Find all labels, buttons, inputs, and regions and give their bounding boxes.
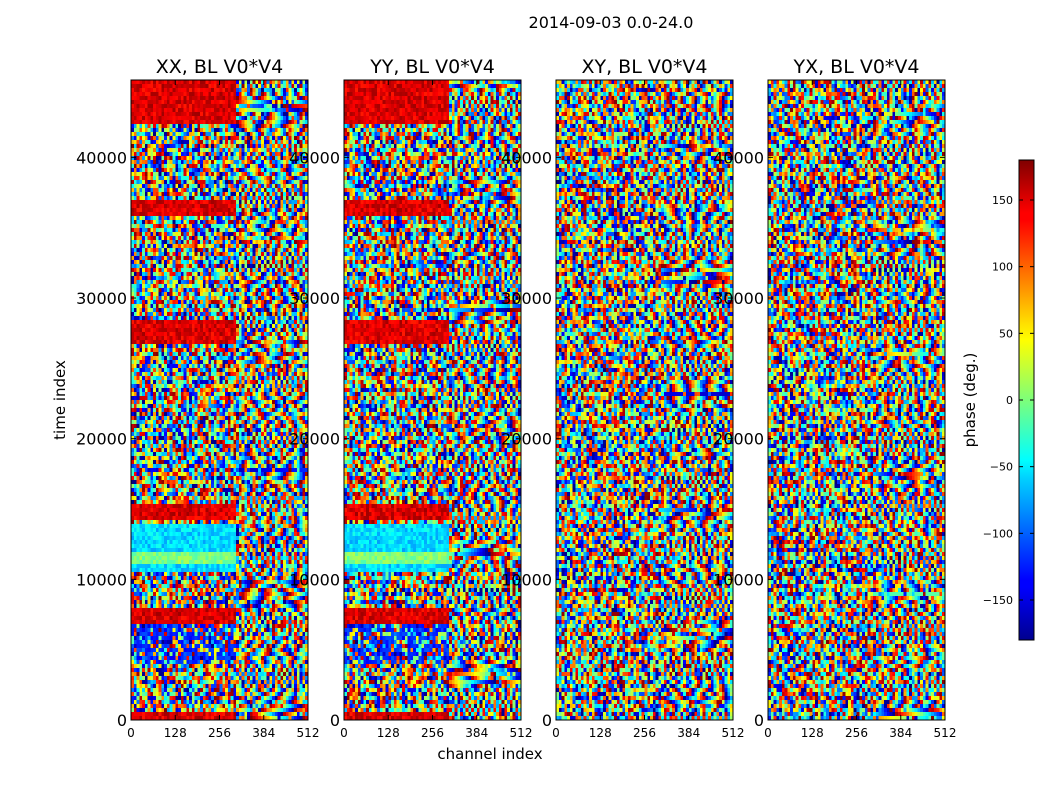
colorbar-tick-label: −50 <box>990 461 1013 474</box>
x-tick-label: 256 <box>633 726 656 740</box>
y-tick-label: 0 <box>117 711 127 730</box>
y-tick-label: 20000 <box>76 430 127 449</box>
x-axis-label: channel index <box>437 745 542 763</box>
x-tick-label: 256 <box>421 726 444 740</box>
x-tick-label: 512 <box>297 726 320 740</box>
heatmap-xx <box>131 80 308 720</box>
y-tick-label: 10000 <box>713 570 764 589</box>
x-tick-label: 0 <box>340 726 348 740</box>
y-tick-label: 10000 <box>501 570 552 589</box>
y-tick-label: 40000 <box>501 148 552 167</box>
panel-title-yx: YX, BL V0*V4 <box>792 56 919 78</box>
x-tick-label: 512 <box>934 726 957 740</box>
y-tick-label: 0 <box>754 711 764 730</box>
x-tick-label: 128 <box>164 726 187 740</box>
y-tick-label: 30000 <box>289 289 340 308</box>
x-tick-label: 0 <box>764 726 772 740</box>
x-tick-label: 0 <box>552 726 560 740</box>
colorbar-tick-label: −150 <box>983 594 1013 607</box>
panel-xy: XY, BL V0*V4 0 128 256 384 512 0 10000 20000 3000… <box>501 56 744 740</box>
x-tick-label: 384 <box>465 726 488 740</box>
y-tick-label: 0 <box>542 711 552 730</box>
x-tick-label: 128 <box>801 726 824 740</box>
y-tick-label: 40000 <box>289 148 340 167</box>
x-tick-label: 384 <box>677 726 700 740</box>
colorbar-tick-label: 50 <box>999 327 1013 340</box>
x-tick-label: 0 <box>127 726 135 740</box>
figure-title: 2014-09-03 0.0-24.0 <box>529 13 694 32</box>
y-tick-label: 10000 <box>289 570 340 589</box>
panel-xx: XX, BL V0*V4 0 128 256 384 512 0 10000 20000 3000… <box>76 56 319 740</box>
colorbar-tick-label: −100 <box>983 527 1013 540</box>
colorbar-tick-label: 100 <box>992 261 1013 274</box>
y-tick-label: 10000 <box>76 570 127 589</box>
y-tick-label: 30000 <box>501 289 552 308</box>
heatmap-yx <box>768 80 945 720</box>
colorbar-tick-label: 0 <box>1006 394 1013 407</box>
x-tick-label: 128 <box>589 726 612 740</box>
x-tick-label: 512 <box>722 726 745 740</box>
heatmap-yy <box>344 80 521 720</box>
y-tick-label: 20000 <box>501 430 552 449</box>
x-tick-label: 128 <box>377 726 400 740</box>
y-tick-label: 30000 <box>76 289 127 308</box>
panel-yx: YX, BL V0*V4 0 128 256 384 512 0 10000 20000 3000… <box>713 56 956 740</box>
colorbar-label: phase (deg.) <box>961 353 979 448</box>
y-tick-label: 20000 <box>713 430 764 449</box>
panel-title-yy: YY, BL V0*V4 <box>369 56 495 78</box>
x-tick-label: 512 <box>510 726 533 740</box>
y-tick-label: 40000 <box>713 148 764 167</box>
panel-title-xx: XX, BL V0*V4 <box>156 56 283 78</box>
y-tick-label: 20000 <box>289 430 340 449</box>
panels: XX, BL V0*V4 0 128 256 384 512 0 10000 20000 3000… <box>76 56 956 740</box>
colorbar: 150 100 50 0 −50 −100 −150 <box>983 159 1035 641</box>
y-tick-label: 30000 <box>713 289 764 308</box>
panel-yy: YY, BL V0*V4 0 128 256 384 512 0 10000 20000 3000… <box>289 56 532 740</box>
y-tick-label: 0 <box>330 711 340 730</box>
x-tick-label: 256 <box>208 726 231 740</box>
y-axis-label: time index <box>51 360 69 440</box>
x-tick-label: 384 <box>252 726 275 740</box>
colorbar-tick-label: 150 <box>992 194 1013 207</box>
y-tick-label: 40000 <box>76 148 127 167</box>
panel-title-xy: XY, BL V0*V4 <box>581 56 707 78</box>
heatmap-xy <box>556 80 733 720</box>
x-tick-label: 384 <box>889 726 912 740</box>
x-tick-label: 256 <box>845 726 868 740</box>
